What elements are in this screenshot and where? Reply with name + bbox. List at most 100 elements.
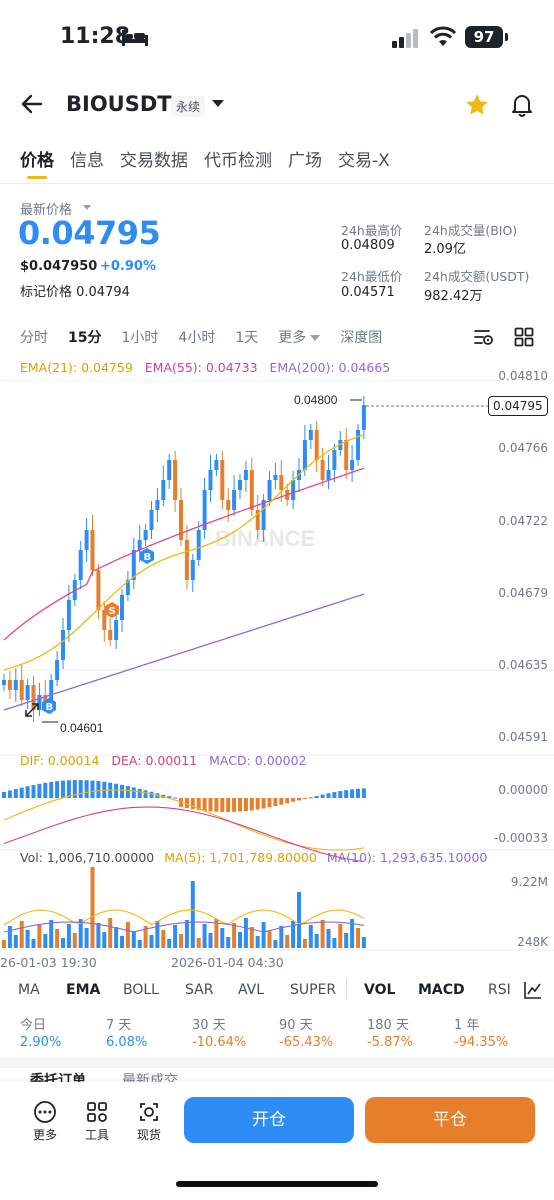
macd-bar	[285, 798, 290, 804]
indicator-sar[interactable]: SAR	[185, 982, 214, 998]
volume-bar	[25, 930, 30, 948]
latest-price-label[interactable]: 最新价格	[20, 203, 73, 218]
candle-body	[155, 500, 160, 510]
time-axis-label: 2026-01-04 04:30	[171, 955, 284, 970]
indicator-fade	[510, 975, 554, 1005]
notification-bell-icon[interactable]	[510, 92, 534, 118]
tab-price[interactable]: 价格	[20, 151, 54, 171]
candle-body	[61, 630, 65, 660]
indicator-vol[interactable]: VOL	[364, 982, 396, 998]
tools-label[interactable]: 工具	[84, 1128, 109, 1142]
candle-body	[361, 405, 366, 430]
interval-more[interactable]: 更多	[278, 327, 321, 347]
volume-bar	[279, 926, 284, 948]
volume-bar	[55, 929, 60, 948]
vol-legend: Vol: 1,006,710.00000 MA(5): 1,701,789.80…	[20, 850, 487, 865]
period-value: 2.90%	[20, 1035, 62, 1050]
chart-settings-icon[interactable]	[473, 327, 495, 347]
tab-trade-x[interactable]: 交易-X	[338, 151, 390, 171]
pair-dropdown-caret[interactable]	[212, 100, 224, 107]
interval-line[interactable]: 分时	[20, 330, 48, 346]
status-time: 11:28	[60, 24, 131, 49]
tab-trading-data[interactable]: 交易数据	[120, 151, 188, 171]
candle-body	[137, 540, 142, 550]
open-position-button[interactable]: 开仓	[184, 1097, 354, 1143]
pair-title[interactable]: BIOUSDT	[66, 92, 172, 116]
back-arrow-icon[interactable]	[20, 92, 44, 116]
vol-ma5-label: MA(5): 1,701,789.80000	[164, 850, 317, 865]
volume-bar	[344, 933, 349, 948]
spot-label[interactable]: 现货	[136, 1128, 161, 1142]
indicator-ma[interactable]: MA	[18, 982, 40, 998]
volume-bar	[202, 924, 207, 948]
macd-bar	[43, 782, 48, 798]
wifi-icon	[430, 26, 456, 46]
macd-bar	[356, 788, 360, 798]
indicator-settings-icon[interactable]	[523, 980, 543, 1000]
favorite-star-icon[interactable]	[464, 92, 490, 118]
depth-chart[interactable]: 深度图	[340, 330, 383, 346]
macd-bar	[184, 798, 189, 809]
tab-token-check[interactable]: 代币检测	[204, 151, 272, 171]
candle-body	[78, 550, 83, 580]
chevron-down-icon	[310, 335, 321, 341]
interval-1d[interactable]: 1天	[235, 330, 259, 346]
high-24h-value: 0.04809	[341, 238, 395, 253]
indicator-macd[interactable]: MACD	[418, 982, 465, 998]
spot-icon[interactable]	[137, 1100, 161, 1124]
turnover-24h-value: 982.42万	[424, 289, 483, 304]
indicator-rsi[interactable]: RSI	[488, 982, 511, 998]
candle-body	[120, 595, 124, 620]
price-axis-label: 0.04810	[498, 369, 548, 383]
candle-body	[273, 475, 278, 480]
low-24h-label: 24h最低价	[341, 269, 403, 284]
volume-bar	[173, 925, 178, 948]
macd-bar	[208, 798, 213, 812]
candle-body	[25, 685, 30, 700]
more-label[interactable]: 更多	[32, 1128, 57, 1142]
macd-bar	[202, 798, 207, 811]
macd-bar	[350, 789, 355, 798]
kline-chart[interactable]: BINANCE 0.04800 0.04601 B S B	[0, 380, 554, 960]
interval-15m[interactable]: 15分	[68, 330, 102, 346]
macd-bar	[220, 798, 225, 812]
candle-body	[249, 470, 254, 510]
candle-body	[291, 480, 296, 500]
volume-bar	[302, 939, 307, 948]
more-icon[interactable]	[33, 1100, 57, 1124]
macd-bar	[149, 791, 154, 798]
indicator-ema[interactable]: EMA	[66, 982, 101, 998]
interval-4h[interactable]: 4小时	[178, 330, 216, 346]
candle-body	[267, 480, 272, 500]
indicator-avl[interactable]: AVL	[238, 982, 265, 998]
candle-body	[108, 630, 113, 640]
candle-body	[238, 480, 242, 490]
macd-bar	[196, 798, 201, 810]
price-axis-label: 0.04679	[498, 586, 548, 600]
candle-body	[320, 460, 325, 480]
indicator-super[interactable]: SUPER	[290, 982, 337, 998]
tab-square[interactable]: 广场	[288, 151, 322, 171]
indicator-boll[interactable]: BOLL	[123, 982, 159, 998]
close-position-button[interactable]: 平仓	[365, 1097, 535, 1143]
grid-layout-icon[interactable]	[514, 327, 534, 347]
ema21-label: EMA(21): 0.04759	[20, 360, 133, 375]
macd-bar	[7, 790, 12, 798]
price-axis-label: 0.04591	[498, 730, 548, 744]
tools-icon[interactable]	[85, 1100, 109, 1124]
candle-body	[125, 580, 130, 595]
macd-bar	[261, 798, 266, 809]
macd-bar	[2, 792, 6, 798]
tab-info[interactable]: 信息	[70, 151, 104, 171]
vol-axis-label: 9.22M	[510, 875, 548, 889]
volume-bar	[291, 921, 296, 948]
main-tabs: 价格 信息 交易数据 代币检测 广场 交易-X	[20, 146, 406, 171]
candle-body	[37, 695, 42, 710]
macd-bar	[308, 797, 313, 799]
interval-1h[interactable]: 1小时	[121, 330, 159, 346]
period-value: -5.87%	[367, 1035, 413, 1050]
volume-bar	[208, 933, 213, 948]
latest-price-caret[interactable]	[83, 205, 91, 210]
dif-line	[3, 789, 364, 851]
volume-bar	[137, 940, 142, 948]
